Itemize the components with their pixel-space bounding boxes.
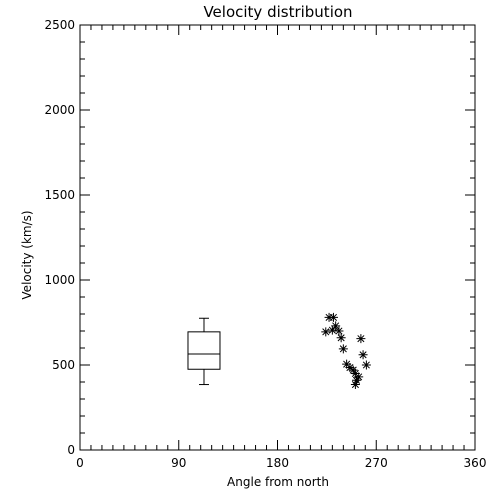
asterisk-marker [348, 365, 358, 375]
scatter-points [321, 312, 371, 390]
asterisk-marker [331, 321, 341, 331]
data-point [350, 380, 360, 390]
data-point [334, 326, 344, 336]
axis-ticks: 0 90 180 270 360 0 500 1000 1500 2000 2500 [44, 18, 486, 470]
y-tick-label: 1500 [44, 188, 75, 202]
plot-frame [79, 24, 476, 451]
data-point [321, 327, 331, 337]
asterisk-marker [356, 334, 366, 344]
asterisk-marker [336, 333, 346, 343]
asterisk-marker [358, 350, 368, 360]
data-point [345, 363, 355, 373]
x-tick-label: 180 [266, 456, 289, 470]
y-tick-label: 1000 [44, 273, 75, 287]
data-point [328, 312, 338, 322]
data-point [356, 334, 366, 344]
asterisk-marker [338, 344, 348, 354]
data-point [331, 321, 341, 331]
y-tick-label: 2000 [44, 103, 75, 117]
y-tick-label: 0 [67, 443, 75, 457]
box-iqr [187, 331, 221, 370]
data-point [352, 375, 361, 385]
asterisk-marker [350, 369, 360, 378]
x-axis-label: Angle from north [227, 475, 329, 489]
x-tick-label: 0 [76, 456, 84, 470]
data-point [358, 350, 368, 360]
asterisk-marker [361, 360, 371, 370]
chart-title: Velocity distribution [203, 3, 352, 21]
x-tick-label: 270 [365, 456, 388, 470]
data-point [342, 359, 352, 369]
data-point [336, 333, 346, 343]
data-point [350, 369, 360, 378]
asterisk-marker [321, 327, 331, 337]
data-point [338, 344, 348, 354]
asterisk-marker [345, 363, 355, 373]
asterisk-marker [342, 359, 352, 369]
data-point [327, 325, 337, 335]
data-point [348, 365, 358, 375]
data-point [354, 372, 364, 382]
asterisk-marker [334, 326, 344, 336]
y-tick-label: 500 [52, 358, 75, 372]
asterisk-marker [328, 312, 338, 322]
x-tick-label: 360 [464, 456, 487, 470]
asterisk-marker [327, 325, 337, 335]
asterisk-marker [350, 380, 360, 390]
asterisk-marker [352, 375, 361, 385]
data-point [361, 360, 371, 370]
x-tick-label: 90 [171, 456, 186, 470]
asterisk-marker [354, 372, 364, 382]
y-axis-label: Velocity (km/s) [20, 210, 34, 299]
y-tick-label: 2500 [44, 18, 75, 32]
boxplot [187, 317, 221, 386]
